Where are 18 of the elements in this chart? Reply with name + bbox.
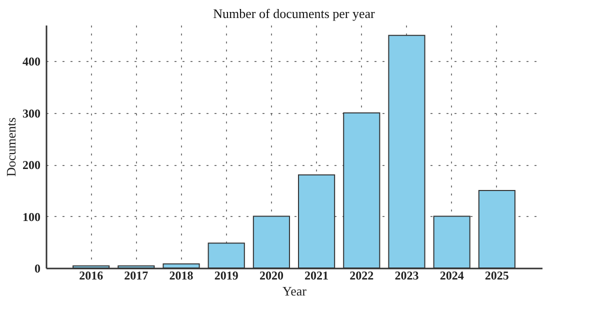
x-tick-label: 2021 <box>304 268 329 282</box>
y-tick-label: 300 <box>22 106 40 120</box>
x-tick-label: 2025 <box>484 268 509 282</box>
x-tick-label: 2017 <box>124 268 148 282</box>
x-tick-label: 2023 <box>394 268 419 282</box>
x-tick-label: 2018 <box>169 268 194 282</box>
x-tick-label: 2016 <box>79 268 104 282</box>
x-tick-label: 2022 <box>350 268 374 282</box>
x-tick-label: 2020 <box>259 268 284 282</box>
x-tick-label: 2024 <box>440 268 464 282</box>
y-tick-label: 0 <box>34 262 40 276</box>
x-tick-label: 2019 <box>214 268 238 282</box>
x-axis-title: Year <box>282 284 308 298</box>
y-axis-title: Documents <box>4 117 18 177</box>
y-tick-label: 200 <box>22 158 40 172</box>
chart-title: Number of documents per year <box>213 6 376 21</box>
y-tick-label: 400 <box>22 54 40 69</box>
y-tick-label: 100 <box>22 210 40 224</box>
